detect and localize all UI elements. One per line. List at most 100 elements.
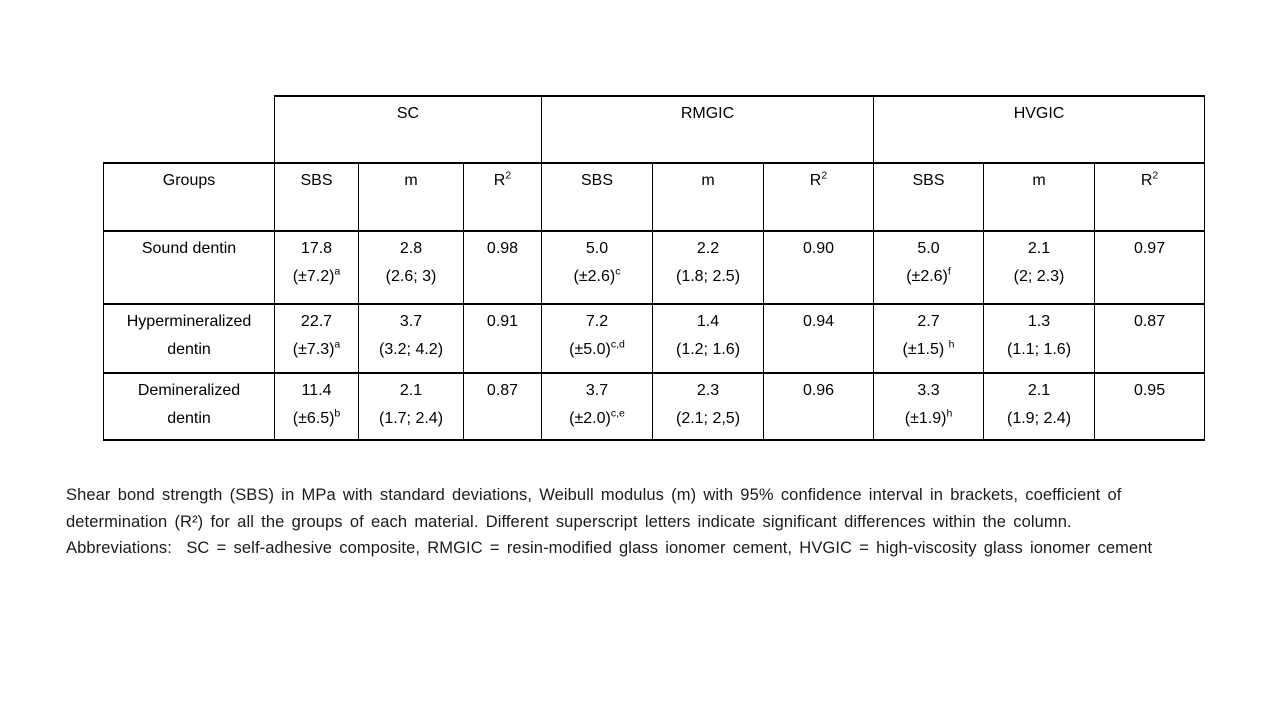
table-row: Demineralized dentin 11.4 (±6.5)b 2.1 (1.7; …: [103, 372, 1206, 441]
data-cell: 0.96: [762, 372, 875, 441]
caption-line-2: determination (R²) for all the groups of…: [66, 512, 1072, 531]
data-cell: 2.3 (2.1; 2,5): [652, 372, 764, 441]
cell-value: 1.4: [696, 313, 720, 330]
data-cell: 0.87: [1094, 303, 1206, 374]
cell-value: 3.7: [585, 382, 609, 399]
cell-detail: (1.1; 1.6): [1007, 341, 1072, 358]
cell-value: 0.94: [802, 313, 835, 330]
data-cell: 0.98: [463, 230, 542, 305]
cell-value: 2.8: [399, 240, 423, 257]
material-header-row: SC RMGIC HVGIC: [104, 95, 1206, 164]
cell-value: 0.90: [802, 240, 835, 257]
cell-value: 2.2: [696, 240, 720, 257]
data-cell: 0.95: [1094, 372, 1206, 441]
group-name-cell: Demineralized dentin: [103, 372, 275, 441]
cell-detail: (±2.6)c: [573, 265, 621, 285]
superscript-label: b: [334, 407, 341, 420]
sub-header-m-hvgic: m: [983, 162, 1096, 232]
sub-header-r-sc: R2: [463, 162, 542, 232]
cell-value: 0.98: [486, 240, 519, 257]
data-cell: 2.1 (1.7; 2.4): [358, 372, 464, 441]
results-table: SC RMGIC HVGIC Groups SBS m R2 SBS m R2 SBS m R2 Soun…: [103, 95, 1206, 441]
superscript-label: 2: [821, 169, 828, 182]
cell-value: 2.1: [1027, 382, 1051, 399]
data-cell: 0.90: [762, 230, 875, 305]
superscript-label: h: [948, 338, 955, 351]
cell-detail: (±2.6)f: [906, 265, 951, 285]
cell-value: 22.7: [300, 313, 333, 330]
caption-line-3: Abbreviations: SC = self-adhesive compos…: [66, 539, 1153, 557]
cell-value: 11.4: [301, 382, 332, 399]
cell-value: 0.87: [486, 382, 519, 399]
caption-line-1: Shear bond strength (SBS) in MPa with st…: [66, 486, 1122, 504]
cell-value: 2.1: [1027, 240, 1051, 257]
data-cell: 0.94: [762, 303, 875, 374]
data-cell: 3.3 (±1.9)h: [873, 372, 985, 441]
cell-value: 7.2: [585, 313, 609, 330]
sub-header-sbs-hvgic: SBS: [873, 162, 985, 232]
data-cell: 0.97: [1094, 230, 1206, 305]
cell-value: 2.1: [399, 382, 423, 399]
results-table-container: SC RMGIC HVGIC Groups SBS m R2 SBS m R2 SBS m R2 Soun…: [103, 95, 1206, 441]
cell-value: 0.95: [1133, 382, 1166, 399]
cell-value: 2.3: [696, 382, 720, 399]
cell-value: 2.7: [917, 313, 940, 330]
data-cell: 0.87: [463, 372, 542, 441]
groups-header-cell: Groups: [103, 162, 275, 232]
data-cell: 1.4 (1.2; 1.6): [652, 303, 764, 374]
material-header-rmgic: RMGIC: [540, 95, 875, 164]
cell-detail: (±6.5)b: [292, 407, 341, 427]
cell-value: 0.97: [1133, 240, 1166, 257]
cell-value: 5.0: [585, 240, 609, 257]
data-cell: 11.4 (±6.5)b: [274, 372, 359, 441]
cell-value: 1.3: [1027, 313, 1051, 330]
data-cell: 1.3 (1.1; 1.6): [983, 303, 1096, 374]
data-cell: 2.8 (2.6; 3): [358, 230, 464, 305]
table-caption: Shear bond strength (SBS) in MPa with st…: [66, 482, 1276, 562]
superscript-label: c: [615, 265, 621, 278]
cell-detail: (±2.0)c,e: [569, 407, 625, 427]
cell-detail: (±5.0)c,d: [569, 338, 625, 358]
table-row: Hypermineralized dentin 22.7 (±7.3)a 3.7 (3.…: [103, 303, 1206, 374]
data-cell: 3.7 (±2.0)c,e: [541, 372, 653, 441]
cell-value: 0.91: [486, 313, 519, 330]
data-cell: 22.7 (±7.3)a: [274, 303, 359, 374]
cell-value: 5.0: [917, 240, 940, 257]
group-name-cell: Hypermineralized dentin: [103, 303, 275, 374]
corner-blank-cell: [104, 96, 275, 163]
cell-detail: (3.2; 4.2): [378, 341, 444, 358]
sub-header-sbs-rmgic: SBS: [541, 162, 653, 232]
cell-detail: (±1.5) h: [902, 338, 955, 358]
cell-detail: (2; 2.3): [1013, 268, 1065, 285]
superscript-label: c,e: [610, 407, 625, 420]
cell-detail: (2.6; 3): [385, 268, 437, 285]
sub-header-r-hvgic: R2: [1094, 162, 1206, 232]
data-cell: 0.91: [463, 303, 542, 374]
cell-value: 17.8: [300, 240, 333, 257]
data-cell: 2.1 (1.9; 2.4): [983, 372, 1096, 441]
material-header-sc: SC: [274, 95, 542, 164]
data-cell: 2.7 (±1.5) h: [873, 303, 985, 374]
cell-detail: (1.7; 2.4): [378, 410, 444, 427]
results-table-body: SC RMGIC HVGIC Groups SBS m R2 SBS m R2 SBS m R2 Soun…: [103, 95, 1206, 441]
superscript-label: 2: [1152, 169, 1159, 182]
cell-value: 0.96: [802, 382, 835, 399]
sub-header-m-sc: m: [358, 162, 464, 232]
superscript-label: a: [334, 338, 341, 351]
data-cell: 5.0 (±2.6)f: [873, 230, 985, 305]
superscript-label: h: [946, 407, 953, 420]
material-header-hvgic: HVGIC: [873, 95, 1206, 164]
cell-detail: (±7.2)a: [292, 265, 341, 285]
sub-header-m-rmgic: m: [652, 162, 764, 232]
cell-detail: (1.2; 1.6): [675, 341, 741, 358]
group-name-cell: Sound dentin: [103, 230, 275, 305]
data-cell: 2.1 (2; 2.3): [983, 230, 1096, 305]
cell-value: 3.7: [399, 313, 423, 330]
cell-detail: (±1.9)h: [904, 407, 953, 427]
superscript-label: 2: [505, 169, 512, 182]
data-cell: 2.2 (1.8; 2.5): [652, 230, 764, 305]
sub-header-row: Groups SBS m R2 SBS m R2 SBS m R2: [103, 162, 1206, 232]
cell-value: 3.3: [917, 382, 940, 399]
sub-header-r-rmgic: R2: [762, 162, 875, 232]
data-cell: 7.2 (±5.0)c,d: [541, 303, 653, 374]
